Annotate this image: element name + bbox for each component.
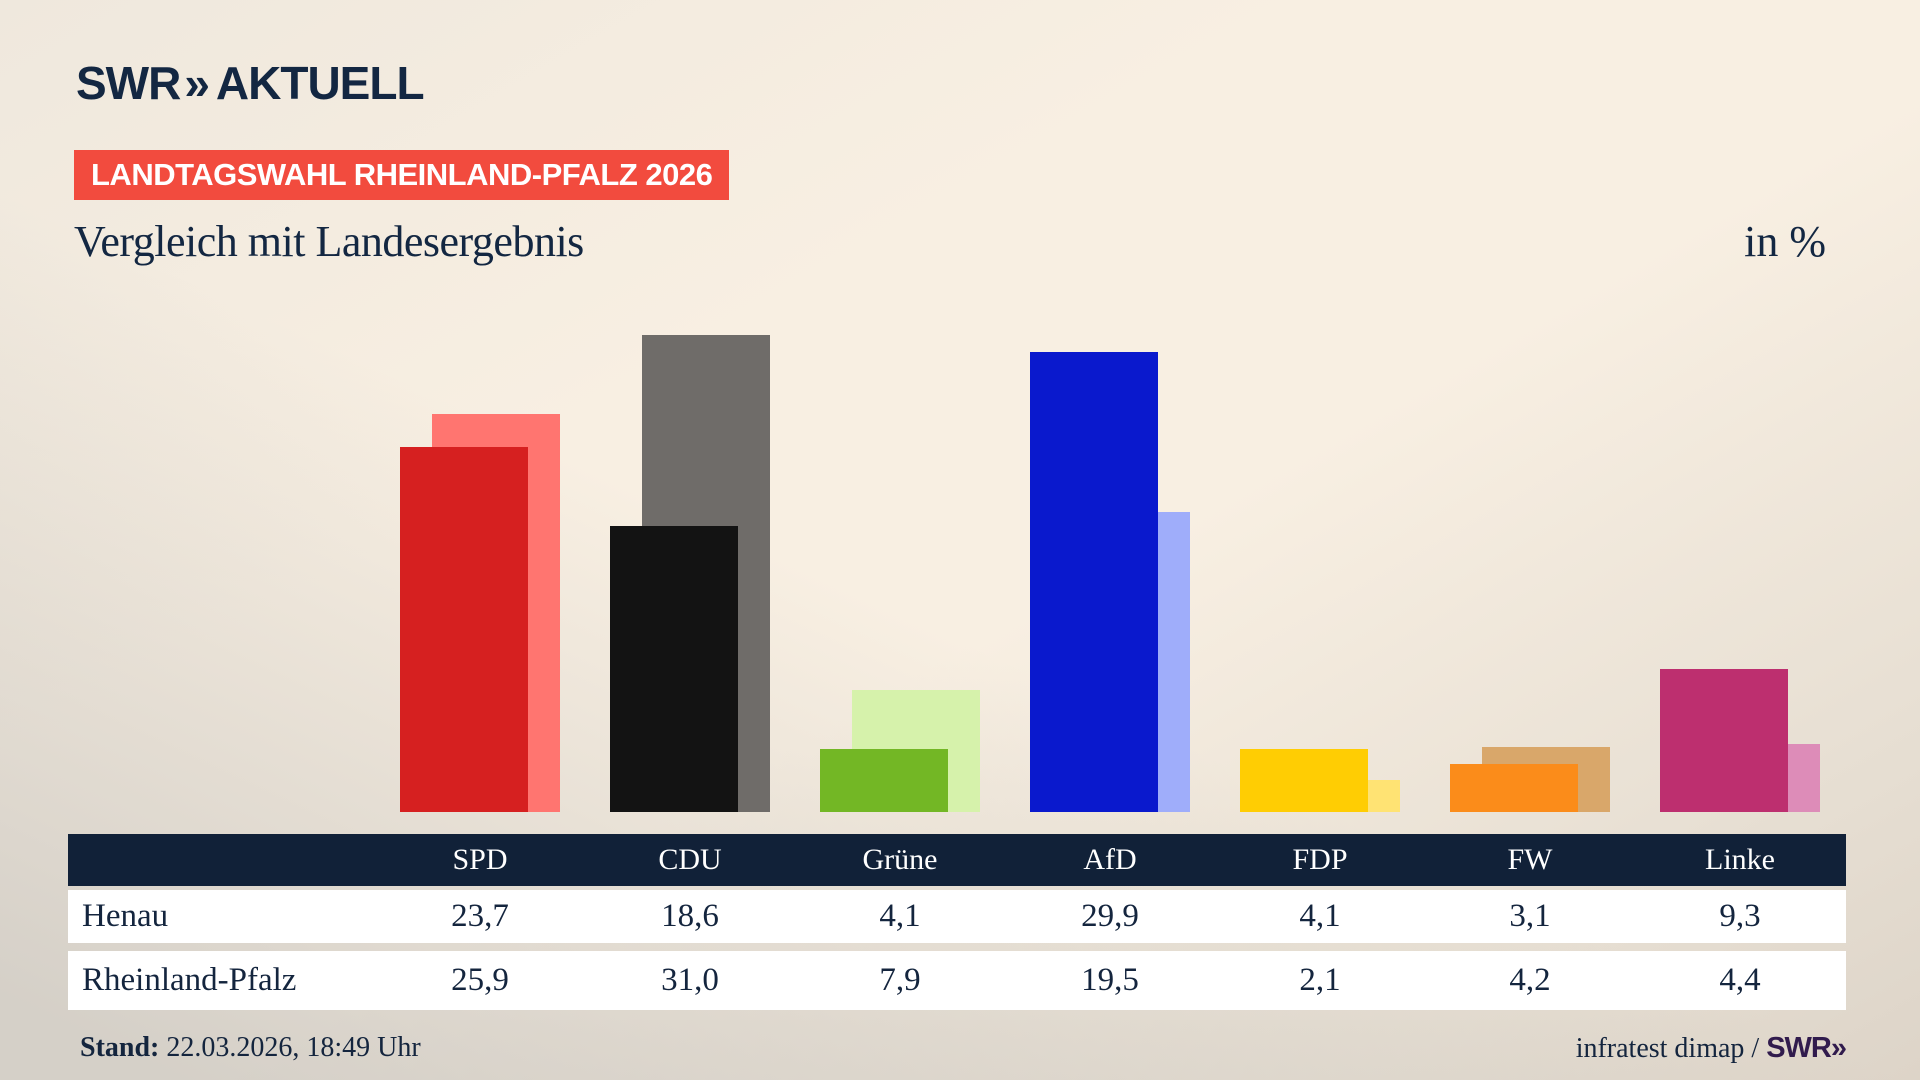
swr-footer-logo: SWR» bbox=[1766, 1032, 1847, 1064]
chevrons-icon: » bbox=[184, 57, 210, 109]
table-row-rheinland-pfalz: Rheinland-Pfalz 25,9 31,0 7,9 19,5 2,1 4,2 4,4 bbox=[68, 951, 1846, 1010]
table-cell-cdu: 18,6 bbox=[661, 898, 719, 934]
table-header-row: SPD CDU Grüne AfD FDP FW Linke bbox=[68, 834, 1846, 886]
election-banner: LANDTAGSWAHL RHEINLAND-PFALZ 2026 bbox=[74, 150, 730, 200]
logo-aktuell-text: AKTUELL bbox=[215, 57, 425, 109]
table-cell-linke: 4,4 bbox=[1719, 962, 1761, 998]
table-cell-spd: 25,9 bbox=[451, 962, 509, 998]
source-credit: infratest dimap / SWR» bbox=[1575, 1032, 1847, 1065]
table-header-cell-grüne: Grüne bbox=[862, 843, 938, 876]
table-header-cell-spd: SPD bbox=[452, 843, 508, 876]
table-cell-spd: 23,7 bbox=[451, 898, 509, 934]
source-text: infratest dimap / bbox=[1575, 1033, 1767, 1064]
table-cell-afd: 19,5 bbox=[1081, 962, 1139, 998]
table-header-cell-afd: AfD bbox=[1083, 843, 1137, 876]
stand-value: 22.03.2026, 18:49 Uhr bbox=[159, 1032, 421, 1063]
table-header-cell-linke: Linke bbox=[1705, 843, 1775, 876]
table-cell-fdp: 4,1 bbox=[1299, 898, 1341, 934]
swr-aktuell-logo: SWR» AKTUELL bbox=[76, 56, 425, 110]
table-cell-linke: 9,3 bbox=[1719, 898, 1761, 934]
bar-linke-henau bbox=[1660, 669, 1788, 812]
unit-label: in % bbox=[1744, 217, 1826, 266]
row-label: Rheinland-Pfalz bbox=[82, 962, 297, 998]
table-cell-grüne: 4,1 bbox=[879, 898, 921, 934]
table-cell-cdu: 31,0 bbox=[661, 962, 719, 998]
stand-timestamp: Stand: 22.03.2026, 18:49 Uhr bbox=[80, 1032, 421, 1064]
table-cell-fw: 3,1 bbox=[1509, 898, 1551, 934]
table-header-cell-fw: FW bbox=[1507, 843, 1553, 876]
row-label: Henau bbox=[82, 898, 169, 934]
bar-fw-henau bbox=[1450, 764, 1578, 812]
table-cell-afd: 29,9 bbox=[1081, 898, 1139, 934]
bar-spd-henau bbox=[400, 447, 528, 812]
bar-fdp-henau bbox=[1240, 749, 1368, 812]
table-cell-fw: 4,2 bbox=[1509, 962, 1551, 998]
bar-afd-henau bbox=[1030, 352, 1158, 812]
table-header-cell-fdp: FDP bbox=[1292, 843, 1348, 876]
table-cell-grüne: 7,9 bbox=[879, 962, 921, 998]
table-header-cell-cdu: CDU bbox=[658, 843, 722, 876]
chart-title: Vergleich mit Landesergebnis bbox=[74, 217, 584, 266]
logo-swr-text: SWR bbox=[76, 57, 181, 109]
results-table: SPD CDU Grüne AfD FDP FW Linke Henau 23,7 18,6 4,… bbox=[68, 834, 1846, 1010]
table-cell-fdp: 2,1 bbox=[1299, 962, 1341, 998]
stand-label: Stand: bbox=[80, 1032, 160, 1063]
bar-cdu-henau bbox=[610, 526, 738, 812]
bar-grüne-henau bbox=[820, 749, 948, 812]
table-header-empty-cell bbox=[68, 834, 375, 886]
table-row-henau: Henau 23,7 18,6 4,1 29,9 4,1 3,1 9,3 bbox=[68, 890, 1846, 943]
